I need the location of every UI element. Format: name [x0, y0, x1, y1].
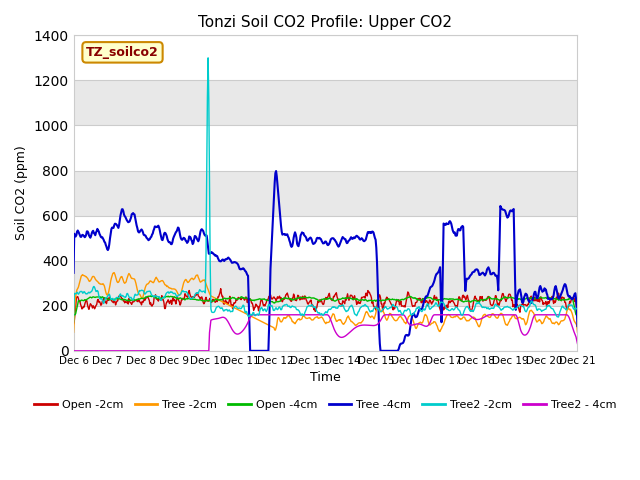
- Bar: [74, 306, 577, 351]
- Bar: [74, 36, 577, 81]
- Bar: [74, 216, 577, 261]
- Bar: [74, 261, 577, 306]
- Y-axis label: Soil CO2 (ppm): Soil CO2 (ppm): [15, 146, 28, 240]
- Title: Tonzi Soil CO2 Profile: Upper CO2: Tonzi Soil CO2 Profile: Upper CO2: [198, 15, 452, 30]
- X-axis label: Time: Time: [310, 371, 341, 384]
- Text: TZ_soilco2: TZ_soilco2: [86, 46, 159, 59]
- Legend: Open -2cm, Tree -2cm, Open -4cm, Tree -4cm, Tree2 -2cm, Tree2 - 4cm: Open -2cm, Tree -2cm, Open -4cm, Tree -4…: [30, 396, 621, 415]
- Bar: [74, 81, 577, 125]
- Bar: [74, 170, 577, 216]
- Bar: [74, 125, 577, 170]
